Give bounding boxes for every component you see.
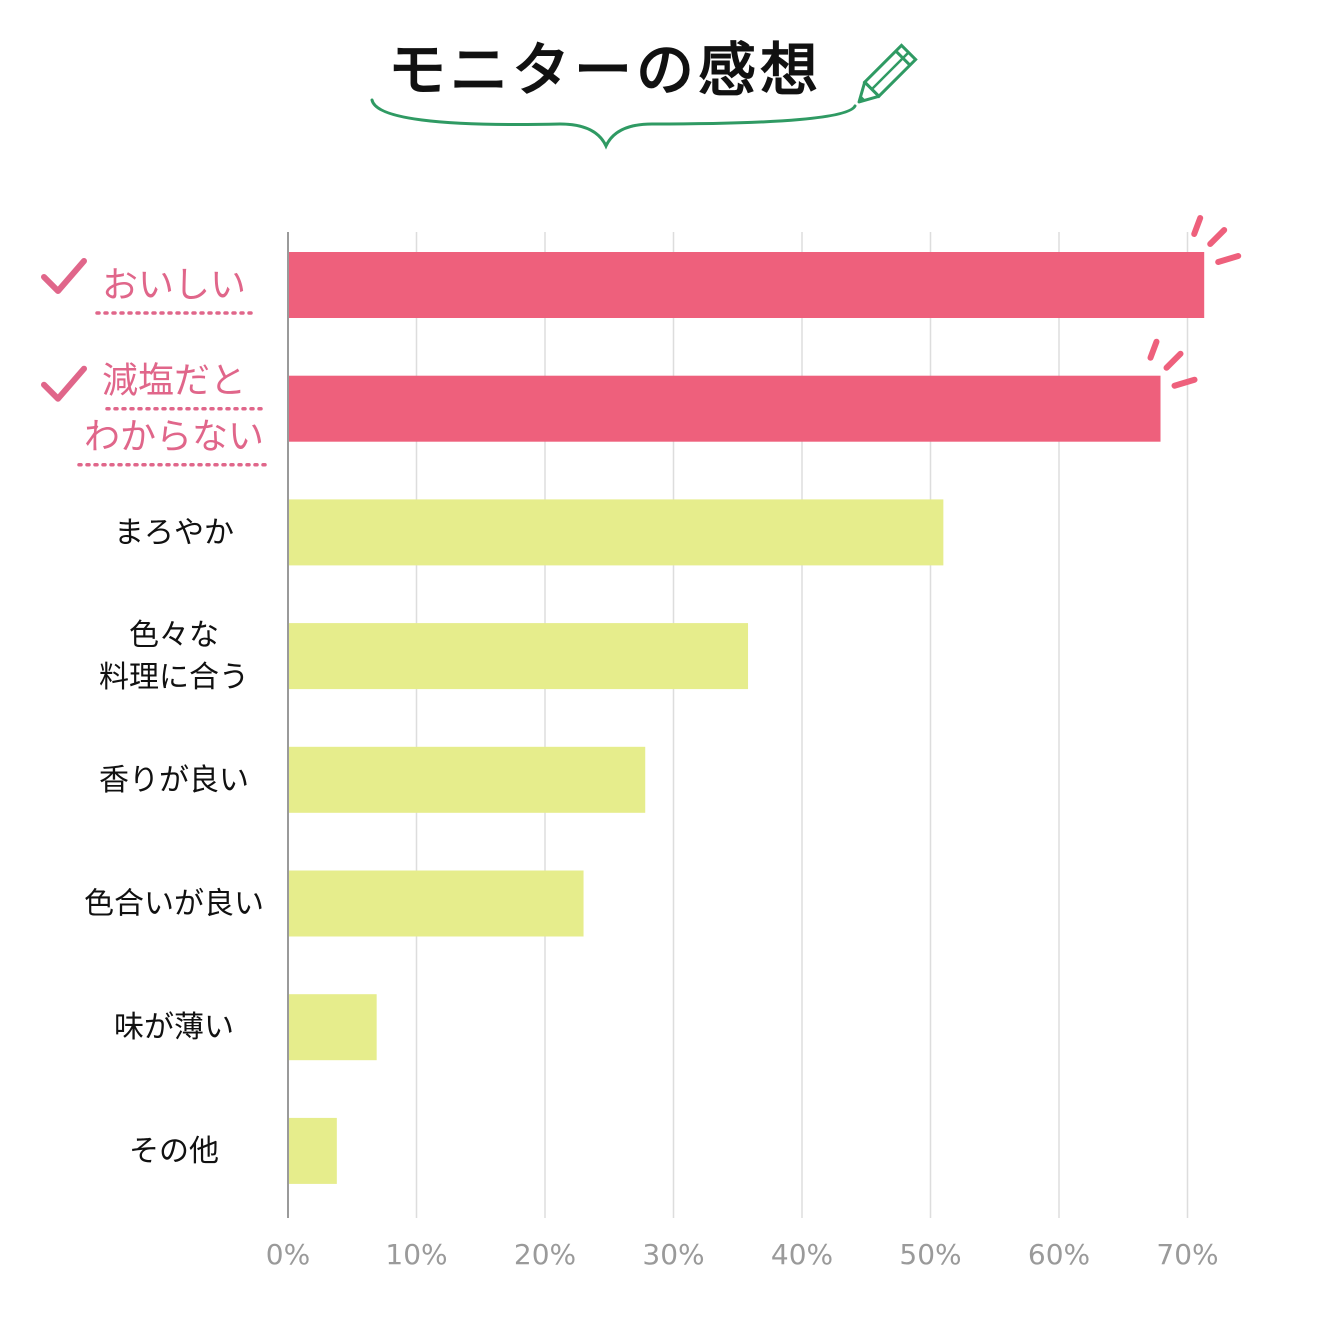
burst-stroke [1147,338,1160,361]
x-axis-ticks: 0% 10% 20% 30% 40% 50% 60% 70% [266,1238,1219,1271]
bar [288,1117,337,1184]
chart-title: モニターの感想 [388,36,822,104]
category-label-line: その他 [129,1134,219,1169]
check-icon [41,258,87,294]
category-label-line: おいしい [102,265,246,306]
category-label: まろやか [114,515,234,550]
burst-stroke [1191,215,1204,237]
bar [288,499,944,566]
check-icon [41,365,87,402]
bar [288,746,646,813]
x-tick-label: 40% [771,1238,833,1271]
burst-icon [1147,338,1198,389]
category-label-line: 香りが良い [99,763,249,798]
decorations [41,215,1242,402]
category-label-line: まろやか [114,515,234,550]
bar [288,252,1205,318]
category-label-line: 色々な [129,618,219,653]
title-underline [370,98,857,150]
burst-stroke [1207,227,1228,247]
x-tick-label: 60% [1028,1238,1090,1271]
category-label-line: 減塩だと [102,361,246,402]
category-label-line: 料理に合う [99,660,249,695]
x-tick-label: 70% [1156,1238,1218,1271]
bars [288,252,1205,1184]
category-label: その他 [129,1134,219,1169]
burst-stroke [1163,350,1184,371]
category-label: 味が薄い [114,1010,234,1045]
category-label: 香りが良い [99,763,249,798]
category-label: 色合いが良い [84,887,264,922]
category-label: おいしい [95,265,253,315]
x-tick-label: 30% [642,1238,704,1271]
burst-stroke [1171,376,1198,389]
category-labels: おいしい減塩だとわからないまろやか色々な料理に合う香りが良い色合いが良い味が薄い… [77,265,271,1169]
burst-icon [1191,215,1242,265]
bar [288,623,749,690]
category-label-line: 色合いが良い [84,887,264,922]
category-label-line: わからない [84,417,264,458]
x-tick-label: 0% [266,1238,310,1271]
pencil-icon [857,43,918,104]
bar [288,375,1161,442]
bar [288,994,377,1061]
x-tick-label: 10% [385,1238,447,1271]
bar [288,870,584,937]
burst-stroke [1215,253,1242,265]
x-tick-label: 20% [514,1238,576,1271]
x-tick-label: 50% [899,1238,961,1271]
title-group: モニターの感想 [370,36,918,150]
category-label-line: 味が薄い [114,1010,234,1045]
